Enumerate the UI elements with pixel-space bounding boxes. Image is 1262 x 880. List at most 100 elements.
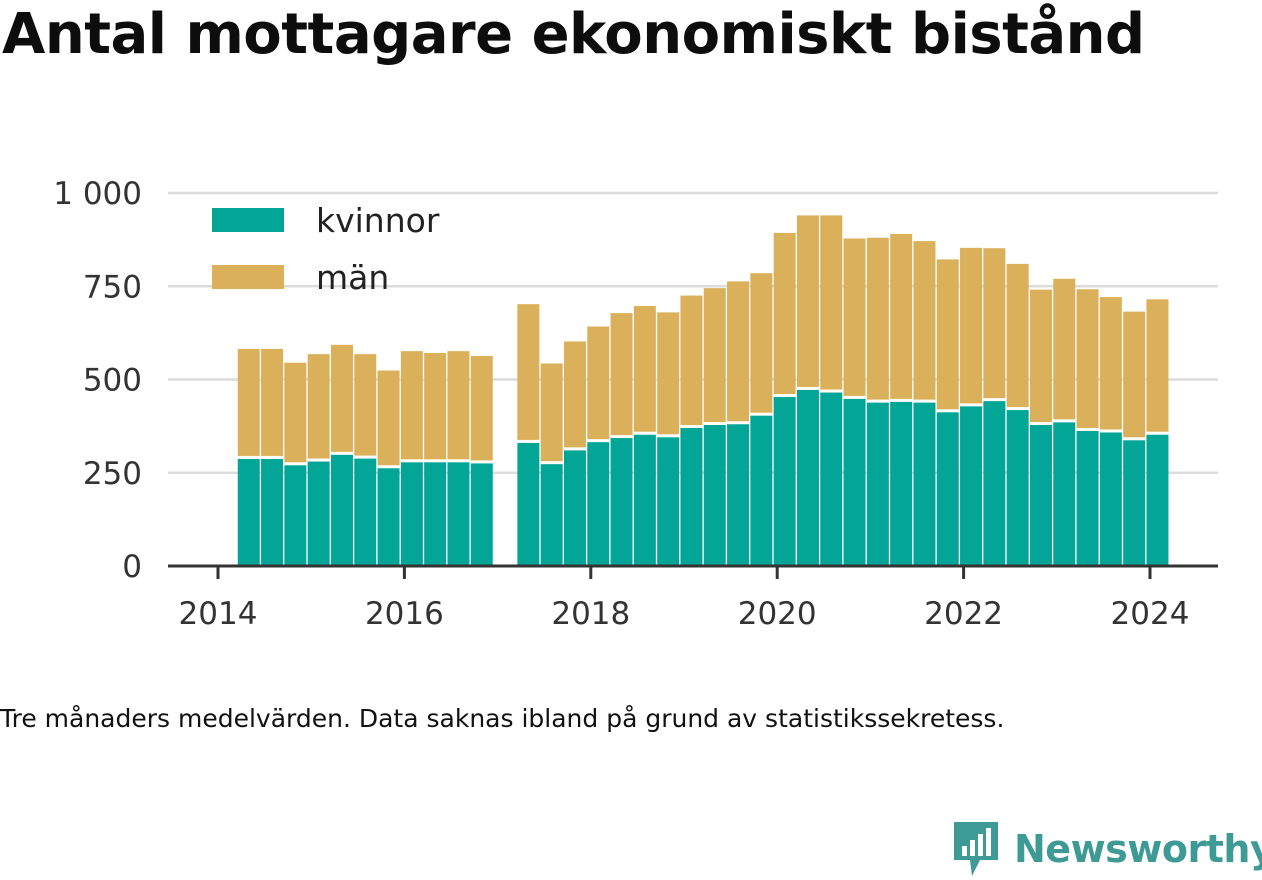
bar-man [960,247,983,404]
bar-kvinnor [913,402,936,566]
bar-man [1076,289,1099,428]
bar-man [261,348,284,456]
bar-kvinnor [960,406,983,566]
bar-kvinnor [447,462,470,566]
bar-kvinnor [377,468,400,566]
legend-label: män [316,258,389,297]
bar-man [796,215,819,387]
legend-swatch [212,208,284,232]
bar-kvinnor [843,398,866,566]
bar-man [1029,289,1052,423]
bars [237,215,1169,566]
bar-kvinnor [284,465,307,566]
bar-man [936,259,959,410]
bar-kvinnor [890,401,913,566]
x-tick-label: 2024 [1111,596,1190,632]
bar-man [680,295,703,425]
bar-man [237,348,260,456]
bar-kvinnor [727,424,750,566]
bar-kvinnor [1053,422,1076,566]
legend-swatch [212,265,284,289]
bar-kvinnor [237,458,260,566]
bar-kvinnor [1076,430,1099,566]
legend: kvinnor män [212,201,440,297]
bar-man [563,341,586,448]
x-tick-label: 2022 [924,596,1003,632]
brand-logo: Newsworthy [950,818,1262,880]
bar-kvinnor [354,458,377,566]
x-tick-label: 2020 [738,596,817,632]
bar-man [913,241,936,400]
bar-kvinnor [517,442,540,566]
x-axis-labels: 2014 2016 2018 2020 2022 2024 [179,596,1190,632]
bar-kvinnor [1099,432,1122,566]
bar-man [587,326,610,440]
bar-man [424,353,447,460]
bar-man [517,304,540,440]
x-tick-label: 2016 [365,596,444,632]
footnote: Tre månaders medelvärden. Data saknas ib… [0,704,1005,733]
x-tick-label: 2018 [551,596,630,632]
x-axis [168,564,1218,579]
bar-kvinnor [400,462,423,566]
bar-kvinnor [820,392,843,566]
bar-man [633,306,656,432]
bar-kvinnor [1006,410,1029,566]
bar-kvinnor [470,463,493,566]
bar-man [820,215,843,390]
bar-man [1123,311,1146,438]
bar-man [354,354,377,456]
brand-name: Newsworthy [1014,827,1262,871]
bar-man [1006,263,1029,408]
bar-man [727,281,750,422]
bar-man [447,351,470,460]
x-tick-label: 2014 [179,596,258,632]
bar-kvinnor [773,397,796,566]
bar-kvinnor [1146,434,1169,566]
bar-man [1099,297,1122,430]
bar-man [540,363,563,462]
bar-kvinnor [633,434,656,566]
bar-kvinnor [261,458,284,566]
bar-kvinnor [796,389,819,566]
bar-man [843,238,866,396]
stacked-bar-chart: 0 250 500 750 1 000 2014 2016 2018 2020 2022 2024… [53,176,1218,632]
bar-man [307,354,330,459]
bar-man [1053,278,1076,420]
bar-man [703,288,726,423]
bar-kvinnor [424,462,447,566]
bar-kvinnor [330,454,353,566]
bar-man [866,237,889,400]
y-tick-label: 250 [83,456,142,492]
bar-kvinnor [983,401,1006,566]
bar-man [773,232,796,395]
bar-man [1146,299,1169,432]
bar-kvinnor [1123,440,1146,566]
legend-label: kvinnor [316,201,440,240]
bar-man [750,273,773,413]
bar-kvinnor [1029,425,1052,566]
bar-chart-speech-bubble-icon [954,822,998,876]
bar-man [890,234,913,399]
y-tick-label: 1 000 [53,176,142,212]
bar-man [284,362,307,463]
bar-kvinnor [610,438,633,566]
bar-man [377,370,400,466]
bar-kvinnor [563,450,586,566]
y-tick-label: 0 [122,549,142,585]
bar-man [330,344,353,452]
bar-man [610,313,633,436]
bar-kvinnor [540,464,563,566]
bar-kvinnor [703,425,726,566]
bar-kvinnor [936,412,959,566]
bar-kvinnor [587,442,610,566]
y-tick-label: 500 [83,363,142,399]
bar-man [983,248,1006,399]
bar-man [400,351,423,460]
y-axis-labels: 0 250 500 750 1 000 [53,176,142,585]
bar-kvinnor [307,461,330,566]
bar-kvinnor [657,437,680,566]
bar-kvinnor [866,402,889,566]
bar-man [657,312,680,435]
bar-man [470,356,493,461]
